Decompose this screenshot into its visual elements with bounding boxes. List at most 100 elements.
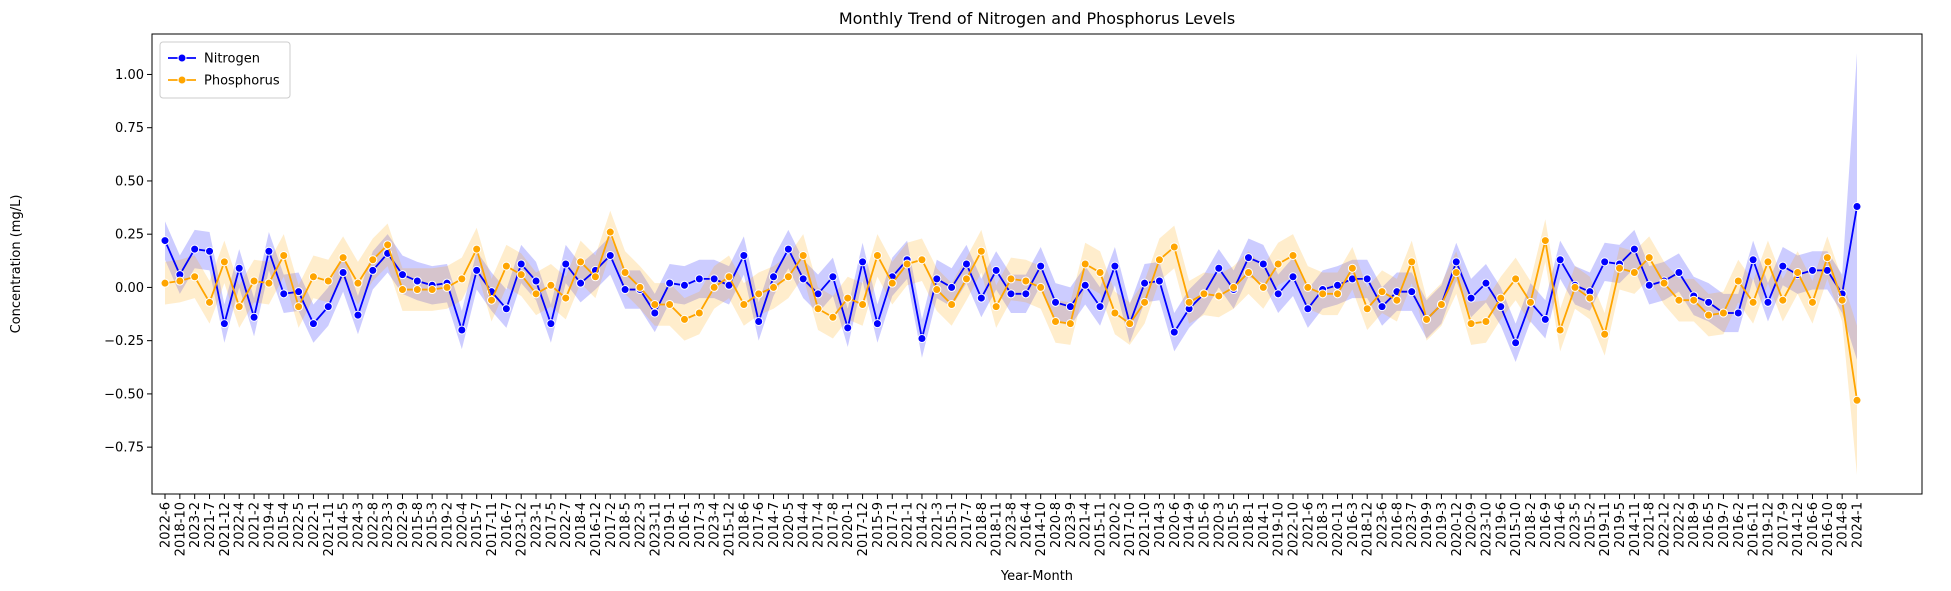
x-tick-label: 2016-12 (589, 502, 604, 556)
x-tick-label: 2021-1 (901, 502, 916, 548)
data-point (858, 299, 868, 309)
data-point (1496, 302, 1506, 312)
x-tick-label: 2014-8 (1836, 502, 1851, 548)
data-point (576, 257, 586, 267)
data-point (1214, 291, 1224, 301)
confidence-band (165, 53, 1857, 362)
data-point (754, 289, 764, 299)
data-point (991, 302, 1001, 312)
data-point (843, 293, 853, 303)
x-tick-label: 2016-9 (1539, 502, 1554, 548)
data-point (501, 304, 511, 314)
data-point (1036, 282, 1046, 292)
x-tick-label: 2014-10 (1034, 502, 1049, 556)
data-point (1451, 268, 1461, 278)
data-point (1689, 295, 1699, 305)
data-point (1006, 274, 1016, 284)
x-tick-label: 2017-2 (604, 502, 619, 548)
data-point (353, 310, 363, 320)
data-point (1481, 317, 1491, 326)
data-point (1051, 297, 1061, 307)
x-tick-label: 2016-2 (1732, 502, 1747, 548)
data-point (1570, 282, 1580, 292)
data-point (709, 282, 719, 292)
x-tick-label: 2016-3 (1346, 502, 1361, 548)
data-point (1466, 319, 1476, 329)
data-point (427, 285, 437, 295)
x-tick-label: 2015-11 (1094, 502, 1109, 556)
data-point (976, 246, 986, 256)
y-tick-label: 0.00 (115, 281, 144, 296)
x-tick-label: 2020-9 (1465, 502, 1480, 548)
data-point (1288, 250, 1298, 260)
data-point (1303, 282, 1313, 292)
x-tick-label: 2018-2 (1524, 502, 1539, 548)
data-point (1585, 293, 1595, 303)
data-point (1525, 297, 1535, 307)
data-point (1125, 319, 1135, 329)
x-tick-label: 2021-12 (218, 502, 233, 556)
data-point (1273, 289, 1283, 299)
data-point (1392, 295, 1402, 305)
data-point (338, 268, 348, 278)
x-tick-label: 2018-11 (990, 502, 1005, 556)
data-point (249, 276, 259, 286)
data-point (1763, 297, 1773, 307)
data-point (1540, 236, 1550, 246)
x-tick-label: 2020-12 (1450, 502, 1465, 556)
y-axis-label: Concentration (mg/L) (9, 195, 24, 334)
data-point (234, 263, 244, 273)
data-point (264, 278, 274, 288)
x-tick-label: 2021-2 (248, 502, 263, 548)
x-tick-label: 2022-3 (633, 502, 648, 548)
data-point (368, 265, 378, 275)
x-tick-label: 2015-8 (411, 502, 426, 548)
data-point (279, 250, 289, 260)
x-tick-label: 2014-2 (915, 502, 930, 548)
x-tick-label: 2018-3 (1316, 502, 1331, 548)
data-point (546, 319, 556, 329)
x-tick-label: 2020-6 (1168, 502, 1183, 548)
x-tick-label: 2018-8 (975, 502, 990, 548)
x-tick-label: 2017-12 (856, 502, 871, 556)
data-point (1807, 265, 1817, 275)
data-point (605, 227, 615, 237)
legend-marker (177, 53, 187, 63)
data-point (1778, 261, 1788, 271)
data-point (932, 274, 942, 284)
x-tick-label: 2014-11 (1628, 502, 1643, 556)
data-point (1169, 242, 1179, 252)
data-point (1184, 297, 1194, 307)
data-point (650, 308, 660, 318)
x-tick-label: 2017-9 (1776, 502, 1791, 548)
data-point (1644, 280, 1654, 290)
x-tick-label: 2023-3 (381, 502, 396, 548)
data-point (858, 257, 868, 267)
x-tick-label: 2017-8 (826, 502, 841, 548)
data-point (932, 285, 942, 295)
data-point (665, 299, 675, 309)
data-point (1080, 259, 1090, 269)
data-point (739, 250, 749, 260)
data-point (665, 278, 675, 288)
data-point (249, 312, 259, 322)
x-tick-label: 2018-12 (1361, 502, 1376, 556)
data-point (1733, 276, 1743, 286)
data-point (1258, 259, 1268, 269)
data-point (828, 272, 838, 282)
x-tick-label: 2015-9 (871, 502, 886, 548)
x-tick-label: 2019-12 (1761, 502, 1776, 556)
data-point (205, 297, 215, 307)
x-tick-label: 2018-9 (1687, 502, 1702, 548)
x-tick-label: 2020-5 (782, 502, 797, 548)
x-tick-label: 2019-11 (1598, 502, 1613, 556)
y-tick-label: 0.25 (115, 228, 144, 243)
data-point (1807, 297, 1817, 307)
x-tick-label: 2015-7 (470, 502, 485, 548)
x-tick-label: 2017-3 (693, 502, 708, 548)
x-tick-label: 2023-7 (1405, 502, 1420, 548)
x-tick-label: 2023-1 (530, 502, 545, 548)
data-point (1540, 314, 1550, 324)
data-point (769, 272, 779, 282)
